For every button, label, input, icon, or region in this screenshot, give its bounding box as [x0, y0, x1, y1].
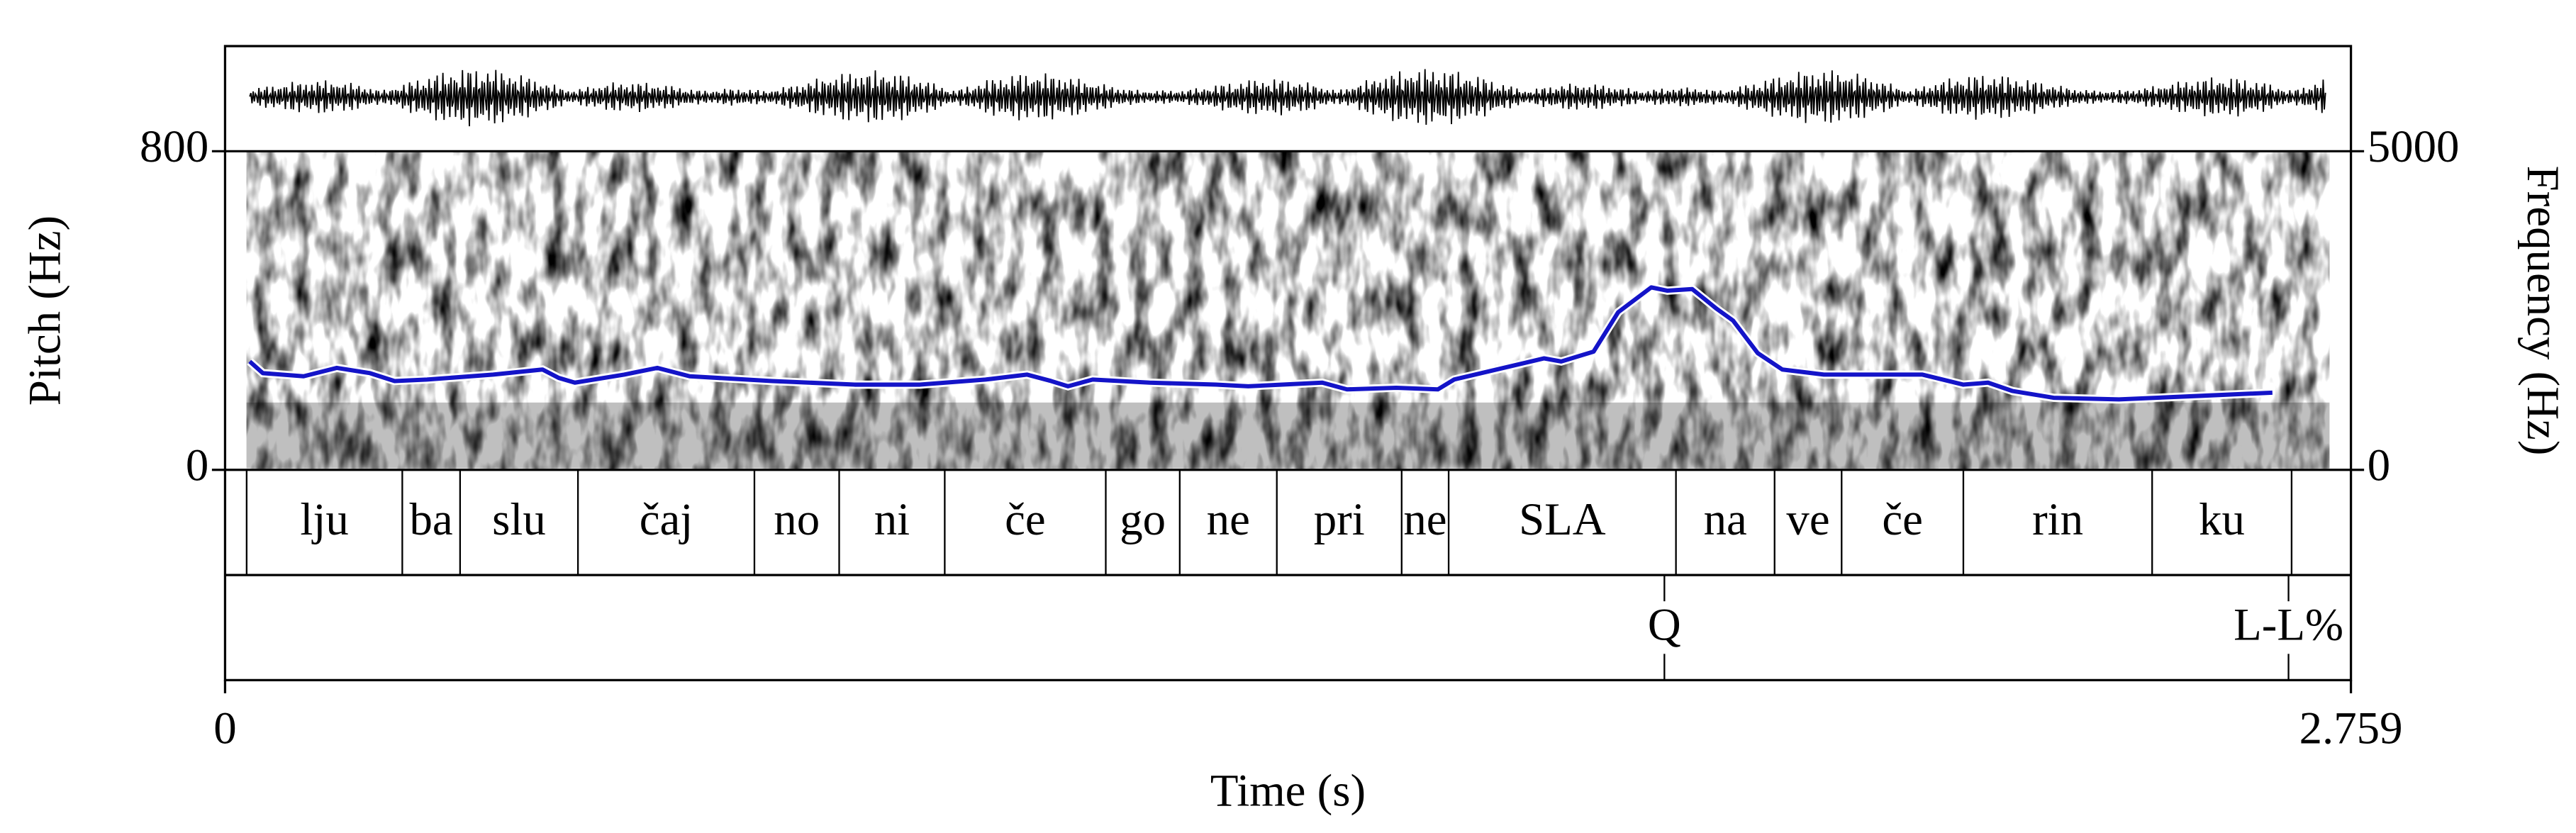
- syllable-label: čaj: [640, 494, 693, 545]
- syllable-label: lju: [300, 494, 348, 545]
- syllable-label: ve: [1786, 494, 1829, 545]
- syllable-label: če: [1005, 494, 1046, 545]
- pitch-line: [248, 285, 2273, 402]
- plot-frame: [223, 45, 2353, 681]
- waveform: [249, 69, 2326, 127]
- syllable-label: no: [774, 494, 820, 545]
- point-label: L-L%: [2234, 599, 2343, 650]
- syllable-label: slu: [492, 494, 546, 545]
- point-label: Q: [1648, 599, 1681, 650]
- syllable-label: ne: [1207, 494, 1250, 545]
- y-axis-label: Pitch (Hz): [19, 216, 70, 406]
- syllable-label: ba: [410, 494, 453, 545]
- spectrogram: [246, 151, 2330, 470]
- syllable-label: ni: [874, 494, 910, 545]
- syllable-label: ne: [1403, 494, 1446, 545]
- syllable-label: SLA: [1519, 494, 1606, 545]
- syllable-label: rin: [2032, 494, 2083, 545]
- y2-tick-label: 5000: [2368, 121, 2460, 172]
- y-tick-label: 800: [140, 121, 208, 172]
- syllable-label: pri: [1314, 494, 1365, 545]
- y-tick-label: 0: [186, 440, 208, 491]
- y2-axis-label: Frequency (Hz): [2517, 166, 2568, 456]
- x-tick-label: 0: [213, 703, 236, 754]
- x-tick-label: 2.759: [2299, 703, 2403, 754]
- x-axis-label: Time (s): [1210, 765, 1366, 816]
- syllable-label: go: [1120, 494, 1166, 545]
- syllable-label: če: [1882, 494, 1923, 545]
- y2-tick-label: 0: [2368, 440, 2390, 491]
- syllable-label: ku: [2199, 494, 2245, 545]
- syllable-label: na: [1704, 494, 1747, 545]
